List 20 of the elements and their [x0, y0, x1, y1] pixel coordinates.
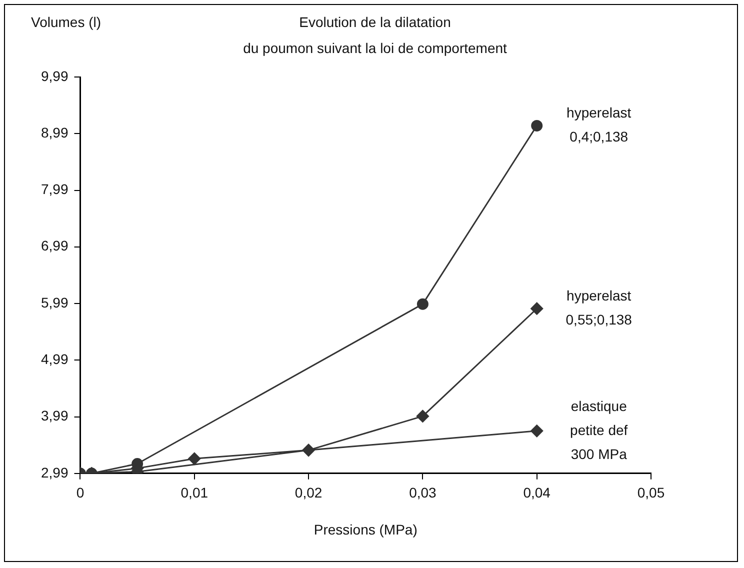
x-tick-label: 0,03 [409, 484, 437, 501]
series-label: elastique petite def 300 MPa [570, 398, 628, 462]
y-tick-label: 4,99 [41, 351, 68, 367]
y-tick-label: 9,99 [41, 68, 68, 84]
y-tick-label: 7,99 [41, 181, 68, 198]
x-tick-label: 0,02 [294, 484, 322, 501]
series-label: hyperelast 0,55;0,138 [566, 287, 632, 328]
y-tick-label: 5,99 [41, 294, 68, 310]
chart-title: Evolution de la dilatation du poumon suivant la loi de comportement [243, 14, 508, 56]
y-tick-label: 8,99 [41, 124, 68, 140]
y-tick-label: 3,99 [41, 408, 68, 424]
y-axis-title: Volumes (l) [31, 14, 102, 30]
y-tick-label: 6,99 [41, 238, 68, 254]
series-label: hyperelast 0,4;0,138 [566, 104, 632, 145]
x-tick-label: 0,05 [637, 484, 665, 501]
x-tick-label: 0,01 [180, 484, 208, 501]
y-tick-label: 2,99 [41, 464, 68, 480]
x-tick-label: 0,04 [523, 484, 551, 501]
x-axis-title: Pressions (MPa) [314, 521, 418, 538]
x-tick-label: 0 [76, 484, 84, 501]
